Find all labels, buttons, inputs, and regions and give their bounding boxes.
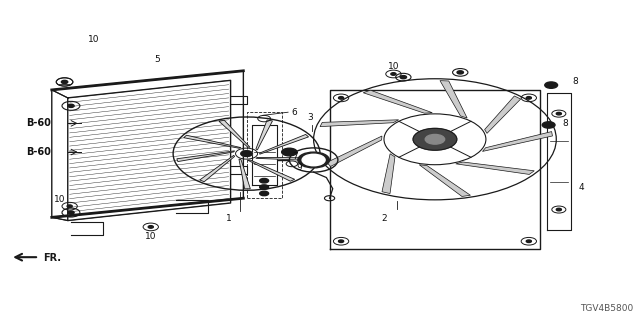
Polygon shape — [177, 151, 235, 162]
Polygon shape — [320, 120, 399, 127]
Circle shape — [282, 148, 297, 156]
Circle shape — [260, 179, 269, 183]
Circle shape — [339, 97, 344, 99]
Polygon shape — [440, 81, 467, 118]
Text: 8: 8 — [572, 77, 578, 86]
Circle shape — [67, 205, 72, 207]
Text: FR.: FR. — [44, 253, 61, 263]
Circle shape — [302, 154, 325, 166]
Text: 4: 4 — [579, 183, 584, 192]
Polygon shape — [419, 165, 470, 196]
Polygon shape — [456, 162, 534, 174]
Text: 7: 7 — [292, 152, 298, 161]
Polygon shape — [219, 120, 250, 147]
Polygon shape — [382, 154, 395, 194]
Circle shape — [556, 208, 561, 211]
Circle shape — [68, 211, 74, 214]
Circle shape — [425, 134, 445, 144]
Text: 8: 8 — [563, 119, 568, 128]
Circle shape — [391, 73, 396, 75]
Circle shape — [413, 128, 457, 150]
Circle shape — [148, 226, 154, 228]
Circle shape — [241, 151, 252, 156]
Circle shape — [260, 185, 269, 189]
Polygon shape — [260, 134, 308, 154]
Text: 3: 3 — [308, 113, 314, 122]
Polygon shape — [248, 160, 294, 181]
Text: 5: 5 — [154, 55, 160, 64]
Circle shape — [400, 76, 406, 79]
Text: 10: 10 — [145, 232, 157, 241]
Circle shape — [61, 80, 68, 84]
Polygon shape — [184, 135, 241, 148]
Circle shape — [542, 122, 555, 128]
Polygon shape — [327, 136, 382, 166]
Text: 1: 1 — [227, 214, 232, 223]
Text: 9: 9 — [296, 164, 302, 172]
Circle shape — [68, 104, 74, 108]
Text: 6: 6 — [291, 108, 297, 117]
Polygon shape — [256, 157, 317, 161]
Text: B-60: B-60 — [26, 118, 51, 128]
Circle shape — [339, 240, 344, 243]
Circle shape — [457, 71, 463, 74]
Circle shape — [556, 112, 561, 115]
Circle shape — [526, 240, 531, 243]
Polygon shape — [483, 132, 552, 151]
Polygon shape — [256, 120, 273, 150]
Polygon shape — [364, 90, 432, 113]
Circle shape — [298, 152, 330, 168]
Polygon shape — [484, 96, 521, 133]
Circle shape — [526, 97, 531, 99]
Circle shape — [260, 191, 269, 196]
Text: TGV4B5800: TGV4B5800 — [580, 304, 633, 313]
Text: 10: 10 — [88, 35, 99, 44]
Text: 2: 2 — [381, 214, 387, 223]
Polygon shape — [239, 159, 250, 189]
Text: B-60: B-60 — [26, 147, 51, 157]
Text: 10: 10 — [388, 62, 399, 71]
Polygon shape — [200, 155, 235, 182]
Text: 10: 10 — [54, 195, 66, 204]
Circle shape — [545, 82, 557, 88]
Circle shape — [241, 151, 252, 156]
